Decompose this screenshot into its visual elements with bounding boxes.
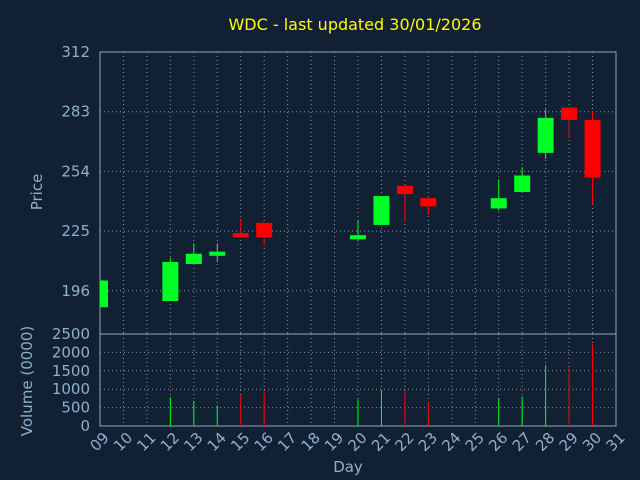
candles [99,107,601,308]
candle-body [373,196,390,225]
candle-body [162,261,179,302]
volume-tick-label: 2500 [52,325,90,343]
candle-body [514,175,531,192]
price-tick-labels: 196 225 254 283 312 [61,43,90,300]
candle-body [490,198,507,209]
x-axis-title: Day [333,458,363,476]
price-tick-label: 225 [61,222,90,240]
volume-tick-label: 0 [80,417,90,435]
candle-body [396,185,413,195]
volume-bars [169,344,594,426]
price-tick-label: 283 [61,103,90,121]
candle-body [350,235,366,240]
price-tick-label: 196 [61,282,90,300]
price-axis-title: Price [28,174,46,211]
candle-body [100,280,108,308]
candle-body [537,117,554,153]
volume-axis-title: Volume (0000) [18,326,36,436]
candle-body [256,222,273,238]
price-tick-label: 254 [61,162,90,180]
candle-body [420,198,437,207]
x-tick-labels: 0910111213141516171819202122232425262728… [86,429,628,455]
candle-body [561,107,578,120]
candle-body [209,251,226,256]
candle-body [232,233,249,238]
volume-tick-label: 1000 [52,380,90,398]
volume-tick-label: 1500 [52,362,90,380]
candle-body [584,119,601,178]
volume-tick-label: 2000 [52,343,90,361]
candle-body [185,253,202,265]
price-tick-label: 312 [61,43,90,61]
volume-tick-label: 500 [61,399,90,417]
chart-title: WDC - last updated 30/01/2026 [228,15,481,34]
